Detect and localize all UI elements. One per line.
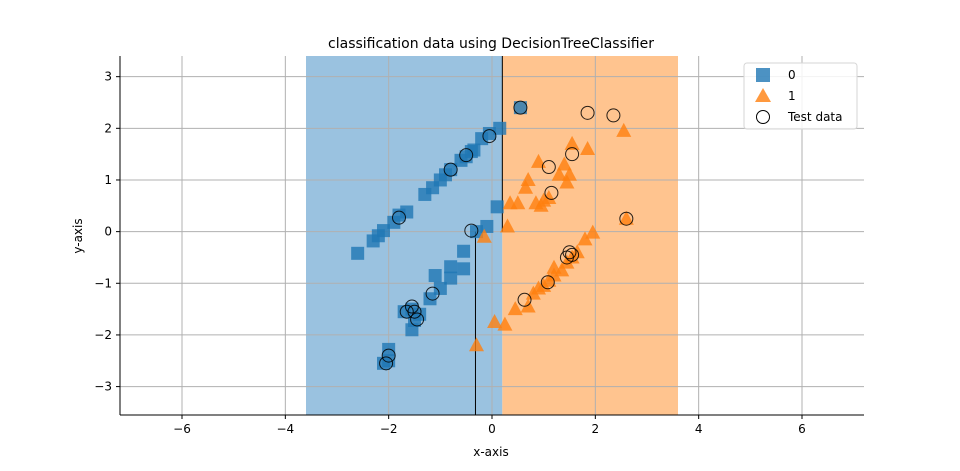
x-tick-label: −4 — [276, 422, 294, 436]
class-1-point — [469, 337, 484, 352]
class-0-point — [428, 269, 442, 283]
class-1-point — [497, 316, 513, 331]
test-data-point — [606, 108, 621, 123]
y-tick-label: −1 — [94, 276, 112, 290]
class-1-point — [616, 122, 632, 137]
decision-region-0 — [306, 56, 503, 415]
legend: 0 1 Test data — [743, 62, 858, 130]
class-0-point — [444, 260, 458, 274]
class-1-point — [559, 174, 575, 189]
x-tick-label: 2 — [592, 422, 600, 436]
class-0-point — [423, 292, 437, 306]
y-tick-label: 2 — [104, 121, 112, 135]
test-data-point — [565, 147, 580, 162]
class-0-point — [490, 200, 504, 214]
test-data-point — [407, 304, 422, 319]
test-data-point — [559, 250, 574, 265]
chart-title: classification data using DecisionTreeCl… — [328, 36, 654, 52]
class-0-point — [377, 224, 390, 238]
class-1-point — [546, 259, 562, 274]
class-1-point — [580, 140, 596, 155]
test-points — [379, 100, 634, 371]
class-1-point — [500, 218, 515, 233]
x-tick-label: −2 — [380, 422, 398, 436]
test-data-point — [619, 211, 634, 226]
legend-box — [743, 62, 858, 130]
test-data-point — [425, 286, 440, 301]
test-data-point — [379, 356, 394, 371]
class-0-point — [400, 205, 414, 219]
axes: −6 −4 −2 0 2 4 6 −3 −2 −1 0 1 2 3 — [94, 56, 864, 436]
class-1-point — [510, 195, 526, 210]
test-data-point — [482, 129, 497, 144]
y-tick-label: 3 — [104, 70, 112, 84]
class-0-point — [513, 101, 527, 115]
y-axis-label: y-axis — [71, 218, 85, 253]
y-tick-label: 0 — [104, 225, 112, 239]
x-tick-label: 0 — [488, 422, 496, 436]
class-0-point — [351, 246, 365, 260]
class-1-point — [541, 190, 557, 205]
data-points — [351, 101, 634, 370]
class-1-point — [487, 314, 503, 329]
legend-marker-circle — [756, 110, 770, 124]
class-1-point — [577, 231, 593, 246]
x-axis-label: x-axis — [473, 445, 508, 459]
class-0-point — [493, 121, 507, 135]
class-0-point — [444, 271, 458, 285]
x-tick-label: 6 — [798, 422, 806, 436]
x-tick-label: −6 — [173, 422, 191, 436]
class-0-point — [480, 219, 494, 233]
legend-label: 0 — [788, 68, 796, 82]
class-1-point — [476, 228, 492, 243]
test-data-point — [459, 148, 474, 163]
test-data-point — [541, 160, 556, 175]
class-1-point — [533, 197, 549, 212]
class-0-point — [457, 262, 471, 276]
test-data-point — [517, 292, 532, 307]
class-1-point — [518, 179, 534, 194]
test-data-point — [410, 312, 425, 327]
y-tick-label: 1 — [104, 173, 112, 187]
x-tick-label: 4 — [695, 422, 703, 436]
y-tick-label: −2 — [94, 328, 112, 342]
class-1-point — [531, 153, 546, 168]
class-1-point — [507, 301, 523, 316]
test-data-point — [580, 105, 595, 120]
test-data-point — [544, 185, 559, 200]
class-1-point — [551, 166, 567, 181]
test-data-point — [540, 275, 555, 290]
test-data-point — [392, 210, 406, 225]
test-data-point — [381, 348, 396, 363]
legend-label: 1 — [788, 89, 796, 103]
class-0-point — [433, 281, 447, 295]
test-data-point — [443, 162, 458, 177]
class-1-point — [618, 210, 634, 225]
class-0-point — [470, 225, 483, 239]
class-0-point — [444, 163, 458, 177]
legend-marker-square — [756, 68, 770, 82]
y-tick-label: −3 — [94, 380, 112, 394]
legend-label: Test data — [787, 110, 842, 124]
class-1-point — [556, 156, 572, 171]
test-data-point — [513, 100, 528, 115]
class-1-point — [585, 224, 601, 239]
legend-marker-triangle — [755, 88, 771, 102]
class-0-point — [457, 244, 471, 258]
test-data-point — [399, 304, 414, 319]
class-0-point — [405, 323, 419, 337]
test-data-point — [464, 223, 479, 238]
class-1-point — [564, 135, 580, 150]
class-1-point — [520, 171, 536, 186]
class-1-point — [546, 267, 562, 282]
